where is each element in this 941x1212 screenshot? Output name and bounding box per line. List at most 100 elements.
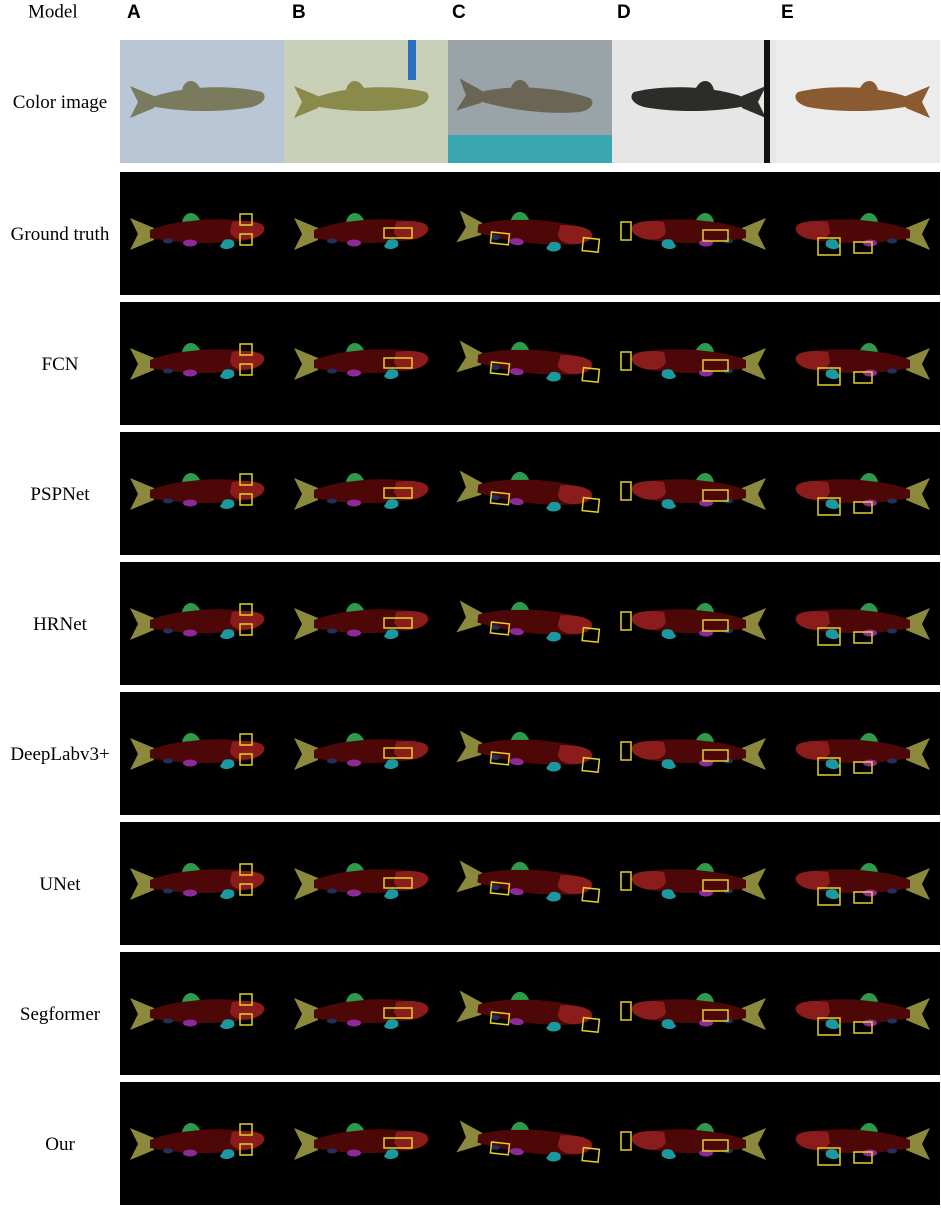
column-label: E [781, 2, 794, 23]
segmentation-result [456, 990, 601, 1034]
dorsal-fin-segment [182, 863, 200, 872]
segmentation-result [620, 213, 766, 250]
highlight-box [853, 761, 873, 774]
anal-fin-segment [163, 238, 173, 244]
pectoral-fin-segment [661, 1019, 676, 1029]
tail-segment [906, 1128, 930, 1160]
fish-tail [742, 86, 766, 118]
tail-segment [906, 998, 930, 1030]
head-segment [631, 351, 666, 370]
tail-segment [742, 478, 766, 510]
tail-segment [294, 608, 318, 640]
row-label: DeepLabv3+ [10, 744, 109, 765]
highlight-box [489, 881, 511, 896]
highlight-box [620, 481, 632, 501]
highlight-box [239, 213, 253, 226]
head-segment [394, 221, 429, 240]
tail-segment [130, 998, 154, 1030]
pectoral-fin-segment [546, 1151, 561, 1162]
pectoral-fin-segment [546, 241, 561, 252]
pectoral-fin-segment [220, 499, 235, 509]
segmentation-result [795, 603, 930, 646]
anal-fin-segment [163, 498, 173, 504]
anal-fin-segment [163, 888, 173, 894]
head-segment [394, 611, 429, 630]
pelvic-fin-segment [347, 369, 361, 377]
anal-fin-segment [887, 1148, 897, 1154]
pectoral-fin-segment [384, 499, 399, 509]
dorsal-fin-segment [182, 1123, 200, 1132]
dorsal-fin-segment [510, 1121, 530, 1130]
anal-fin-segment [327, 1148, 337, 1154]
highlight-box [581, 886, 601, 904]
pelvic-fin-segment [863, 499, 877, 507]
fish-fin [346, 81, 364, 90]
fish-tail [294, 86, 318, 118]
pectoral-fin-segment [220, 1019, 235, 1029]
segmentation-result [620, 343, 766, 380]
highlight-box [817, 367, 841, 386]
pelvic-fin-segment [863, 759, 877, 767]
highlight-box [581, 626, 601, 644]
tail-segment [130, 348, 154, 380]
dorsal-fin-segment [510, 991, 530, 1000]
highlight-box [383, 357, 413, 369]
highlight-box [581, 1016, 601, 1034]
pelvic-fin-segment [509, 758, 524, 766]
fish-tail [906, 86, 930, 118]
highlight-box [581, 496, 601, 514]
segmentation-result [795, 733, 930, 776]
dorsal-fin-segment [182, 603, 200, 612]
highlight-box [239, 493, 253, 506]
highlight-box [817, 887, 841, 906]
highlight-box [620, 1131, 632, 1151]
pectoral-fin-segment [384, 1019, 399, 1029]
photo-water [448, 135, 612, 163]
segmentation-result [456, 210, 601, 254]
tail-segment [294, 738, 318, 770]
pelvic-fin-segment [347, 889, 361, 897]
dorsal-fin-segment [860, 473, 878, 482]
anal-fin-segment [490, 364, 501, 370]
row-label: FCN [42, 354, 79, 375]
anal-fin-segment [490, 884, 501, 890]
highlight-box [853, 1021, 873, 1034]
dorsal-fin-segment [696, 343, 714, 352]
head-segment [795, 1131, 830, 1150]
dorsal-fin-segment [696, 213, 714, 222]
tail-segment [742, 998, 766, 1030]
pelvic-fin-segment [863, 1149, 877, 1157]
highlight-box [817, 627, 841, 646]
dorsal-fin-segment [510, 471, 530, 480]
highlight-box [620, 1001, 632, 1021]
head-segment [631, 481, 666, 500]
anal-fin-segment [887, 1018, 897, 1024]
highlight-box [620, 221, 632, 241]
fish-fin [860, 81, 878, 90]
head-segment [795, 871, 830, 890]
pectoral-fin-segment [384, 239, 399, 249]
color-image [456, 78, 593, 113]
dorsal-fin-segment [182, 343, 200, 352]
row-label: Segformer [20, 1004, 101, 1025]
pectoral-fin-segment [384, 759, 399, 769]
highlight-box [853, 501, 873, 514]
dorsal-fin-segment [182, 473, 200, 482]
dorsal-fin-segment [860, 993, 878, 1002]
column-label: D [617, 2, 631, 23]
anal-fin-segment [163, 1018, 173, 1024]
highlight-box [239, 993, 253, 1006]
anal-fin-segment [887, 758, 897, 764]
tail-segment [742, 1128, 766, 1160]
row-label: HRNet [33, 614, 88, 635]
pectoral-fin-segment [220, 889, 235, 899]
head-segment [230, 1001, 265, 1020]
dorsal-fin-segment [346, 733, 364, 742]
highlight-box [239, 1013, 253, 1026]
highlight-box [239, 883, 253, 896]
pelvic-fin-segment [347, 499, 361, 507]
pectoral-fin-segment [384, 629, 399, 639]
segmentation-result [294, 473, 429, 510]
dorsal-fin-segment [182, 733, 200, 742]
tail-segment [742, 218, 766, 250]
